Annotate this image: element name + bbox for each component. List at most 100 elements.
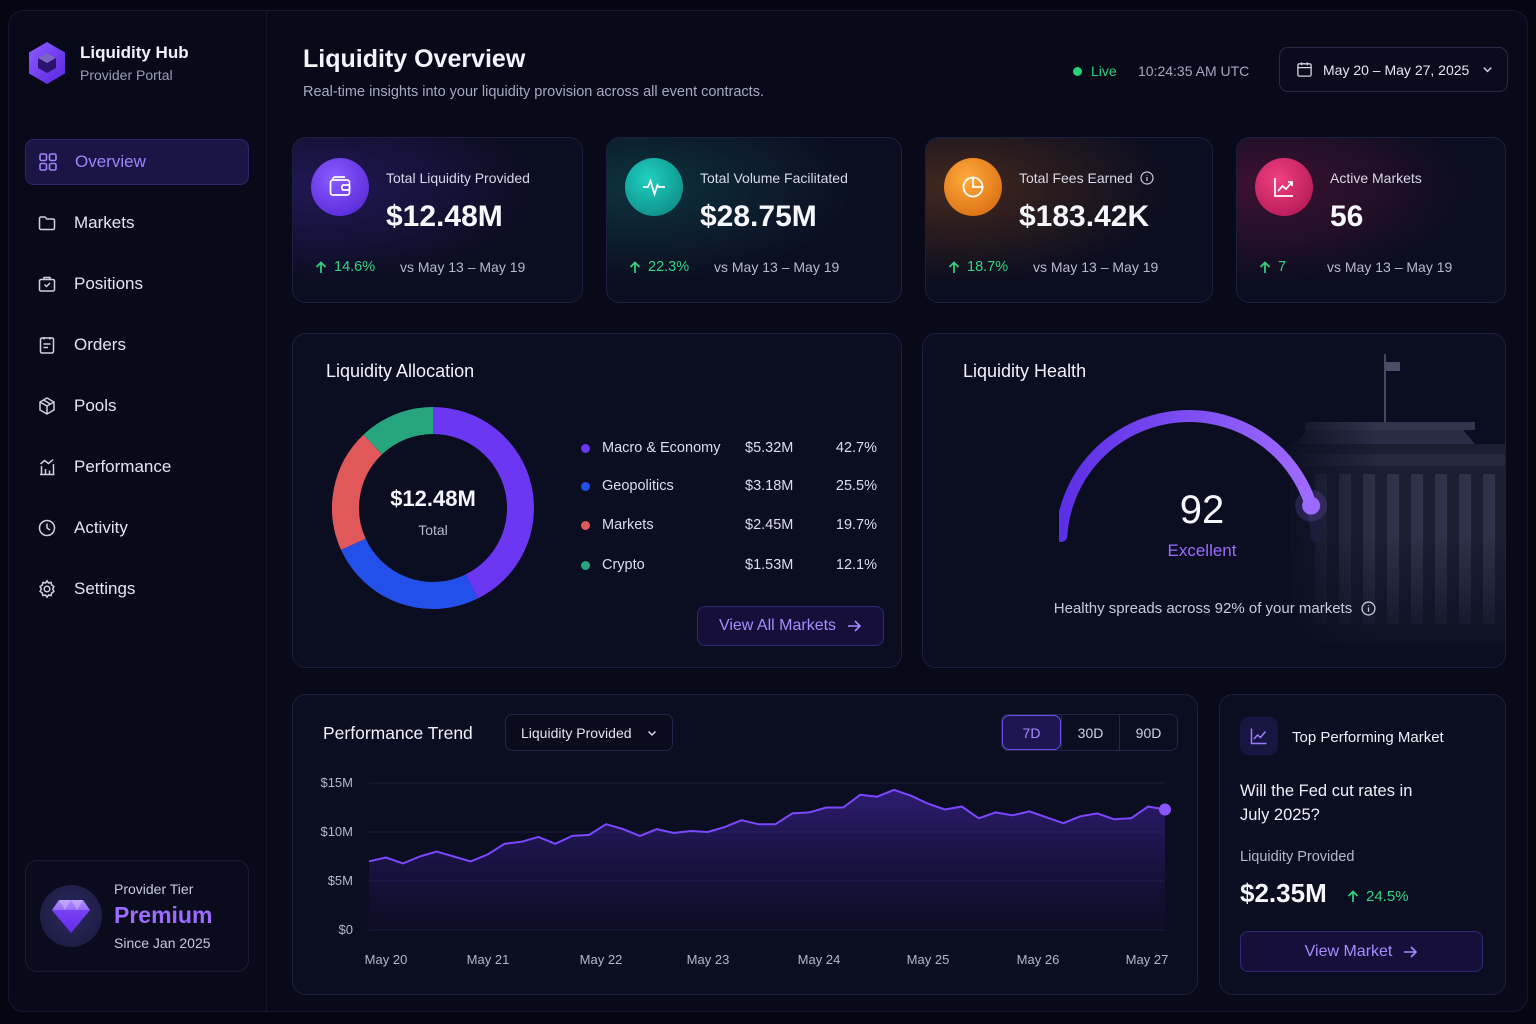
brand[interactable]: Liquidity Hub Provider Portal [27, 41, 189, 85]
clock-readout: 10:24:35 AM UTC [1138, 63, 1250, 79]
sidebar-item-activity[interactable]: Activity [25, 505, 249, 551]
metric-select[interactable]: Liquidity Provided [505, 714, 673, 751]
sidebar-item-label: Markets [74, 213, 135, 232]
folder-icon [38, 216, 56, 231]
top-market-change: 24.5% [1347, 888, 1409, 905]
arrow-up-icon [315, 260, 327, 273]
performance-trend-card: Performance Trend Liquidity Provided 7D … [292, 694, 1198, 995]
legend-amount: $1.53M [745, 557, 794, 573]
sidebar-item-performance[interactable]: Performance [25, 444, 249, 490]
date-range-picker[interactable]: May 20 – May 27, 2025 [1279, 47, 1508, 92]
x-tick-label: May 25 [906, 952, 950, 967]
metric-select-value: Liquidity Provided [521, 724, 632, 741]
view-market-button[interactable]: View Market [1240, 931, 1483, 972]
stat-compare: vs May 13 – May 19 [400, 259, 526, 275]
view-all-markets-button[interactable]: View All Markets [697, 606, 884, 646]
x-tick-label: May 20 [364, 952, 408, 967]
range-90d-button[interactable]: 90D [1119, 715, 1177, 750]
federal-building-image [1275, 334, 1505, 667]
top-market-card: Top Performing Market Will the Fed cut r… [1219, 694, 1506, 995]
stat-label-text: Total Fees Earned [1019, 170, 1133, 186]
pie-icon [944, 158, 1002, 216]
trend-area-chart [368, 782, 1171, 931]
stat-label: Active Markets [1330, 170, 1422, 186]
donut-slice-1[interactable] [341, 538, 478, 609]
stat-change-value: 7 [1278, 259, 1287, 275]
briefcase-icon [38, 276, 56, 292]
trend-title: Performance Trend [323, 723, 473, 743]
legend-pct: 25.5% [835, 478, 877, 494]
trend-end-point[interactable] [1159, 803, 1171, 816]
legend-pct: 12.1% [835, 557, 877, 573]
info-icon[interactable] [1361, 601, 1376, 616]
allocation-title: Liquidity Allocation [326, 361, 475, 381]
live-dot-icon [1073, 66, 1082, 76]
x-tick-label: May 22 [579, 952, 623, 967]
legend-pct: 42.7% [835, 440, 877, 456]
trend-icon [1240, 717, 1278, 755]
clipboard-icon [39, 337, 55, 354]
health-note: Healthy spreads across 92% of your marke… [923, 600, 1505, 617]
sidebar-item-label: Orders [74, 335, 126, 354]
stat-change: 7 [1259, 259, 1286, 275]
legend-pct: 19.7% [835, 517, 877, 533]
stat-label: Total Volume Facilitated [700, 170, 848, 186]
top-market-change-value: 24.5% [1366, 888, 1409, 905]
clock-icon [38, 519, 56, 537]
sidebar-item-label: Overview [75, 152, 146, 171]
health-score: 92 [1179, 488, 1225, 532]
stat-change-value: 14.6% [334, 259, 376, 275]
sidebar-item-positions[interactable]: Positions [25, 261, 249, 307]
live-label: Live [1091, 63, 1117, 79]
donut-slice-2[interactable] [332, 434, 383, 550]
gauge-knob-glow [1295, 489, 1328, 522]
stat-value: $183.42K [1019, 200, 1150, 233]
range-7d-button[interactable]: 7D [1002, 715, 1061, 750]
sidebar: Liquidity Hub Provider Portal Overview M… [9, 11, 267, 1011]
info-icon[interactable] [1140, 171, 1154, 185]
x-tick-label: May 26 [1016, 952, 1060, 967]
grid-icon [39, 153, 57, 171]
donut-slice-3[interactable] [363, 407, 434, 455]
pulse-icon [625, 158, 683, 216]
top-market-value: $2.35M [1240, 878, 1327, 908]
sidebar-item-settings[interactable]: Settings [25, 566, 249, 612]
sidebar-item-orders[interactable]: Orders [25, 322, 249, 368]
range-30d-button[interactable]: 30D [1061, 715, 1119, 750]
sidebar-item-label: Settings [74, 579, 136, 598]
arrow-up-icon [948, 260, 960, 273]
donut-slice-0[interactable] [432, 407, 534, 599]
legend-amount: $3.18M [745, 478, 794, 494]
top-market-question: Will the Fed cut rates in July 2025? [1240, 782, 1413, 824]
legend-name: Crypto [602, 557, 645, 573]
trend-area [369, 789, 1165, 930]
cube-icon [39, 397, 55, 415]
button-label: View Market [1304, 942, 1393, 960]
allocation-donut-chart [332, 407, 534, 609]
legend-amount: $2.45M [745, 517, 794, 533]
sidebar-item-markets[interactable]: Markets [25, 200, 249, 246]
sidebar-item-pools[interactable]: Pools [25, 383, 249, 429]
trend-line [368, 788, 1166, 865]
sidebar-item-label: Activity [74, 518, 128, 537]
top-market-metric-label: Liquidity Provided [1240, 849, 1355, 865]
arrow-up-icon [1259, 260, 1271, 273]
page-title: Liquidity Overview [303, 45, 526, 73]
health-gauge [1059, 410, 1328, 542]
x-tick-label: May 23 [686, 952, 730, 967]
stat-compare: vs May 13 – May 19 [1033, 259, 1159, 275]
date-range-label: May 20 – May 27, 2025 [1323, 61, 1470, 78]
stat-change-value: 22.3% [648, 259, 690, 275]
legend-dot-icon [581, 481, 590, 491]
diamond-icon [40, 885, 102, 947]
legend-row: Crypto $1.53M 12.1% [581, 555, 877, 575]
tier-since: Since Jan 2025 [114, 935, 211, 951]
y-tick-label: $10M [320, 824, 353, 839]
sidebar-item-overview[interactable]: Overview [25, 139, 249, 185]
stat-card-volume: Total Volume Facilitated $28.75M 22.3% v… [606, 137, 902, 303]
stat-value: $28.75M [700, 200, 817, 233]
page-subtitle: Real-time insights into your liquidity p… [303, 84, 764, 100]
legend-dot-icon [581, 560, 590, 570]
donut-total-value: $12.48M [390, 486, 476, 511]
calendar-icon [1297, 62, 1312, 77]
